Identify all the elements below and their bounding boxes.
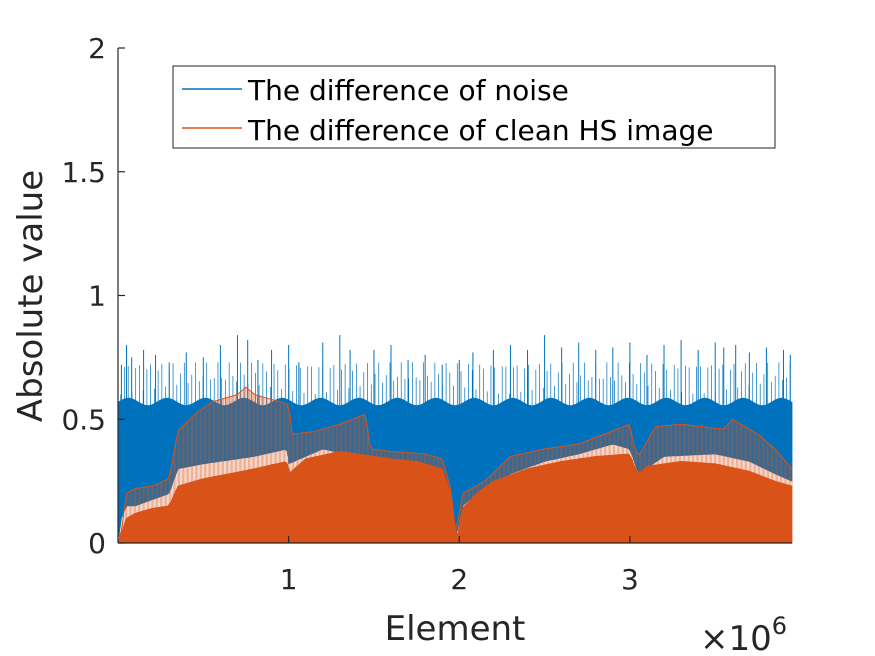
series-clean-area — [118, 451, 793, 544]
y-tick-label: 1.5 — [61, 156, 106, 189]
y-axis-label: Absolute value — [11, 170, 51, 422]
y-tick-label: 0 — [88, 527, 106, 560]
legend-label-clean: The difference of clean HS image — [247, 114, 713, 147]
plot-area — [118, 335, 793, 544]
legend-label-noise: The difference of noise — [247, 74, 569, 107]
x-axis-label: Element — [385, 609, 526, 649]
y-tick-label: 1 — [88, 280, 106, 313]
y-tick-label: 0.5 — [61, 403, 106, 436]
y-ticks: 0 0.5 1 1.5 2 — [61, 32, 125, 560]
x-exponent-label: ×106 — [700, 612, 787, 656]
x-ticks: 1 2 3 — [280, 536, 639, 596]
x-exponent-power: 6 — [772, 612, 787, 640]
x-tick-label: 1 — [280, 563, 298, 596]
y-tick-label: 2 — [88, 32, 106, 65]
x-tick-label: 2 — [450, 563, 468, 596]
series-clean-upper-line — [118, 386, 793, 541]
legend: The difference of noise The difference o… — [172, 65, 776, 149]
x-exponent-base: ×10 — [700, 619, 772, 656]
legend-box — [172, 65, 776, 149]
x-tick-label: 3 — [621, 563, 639, 596]
